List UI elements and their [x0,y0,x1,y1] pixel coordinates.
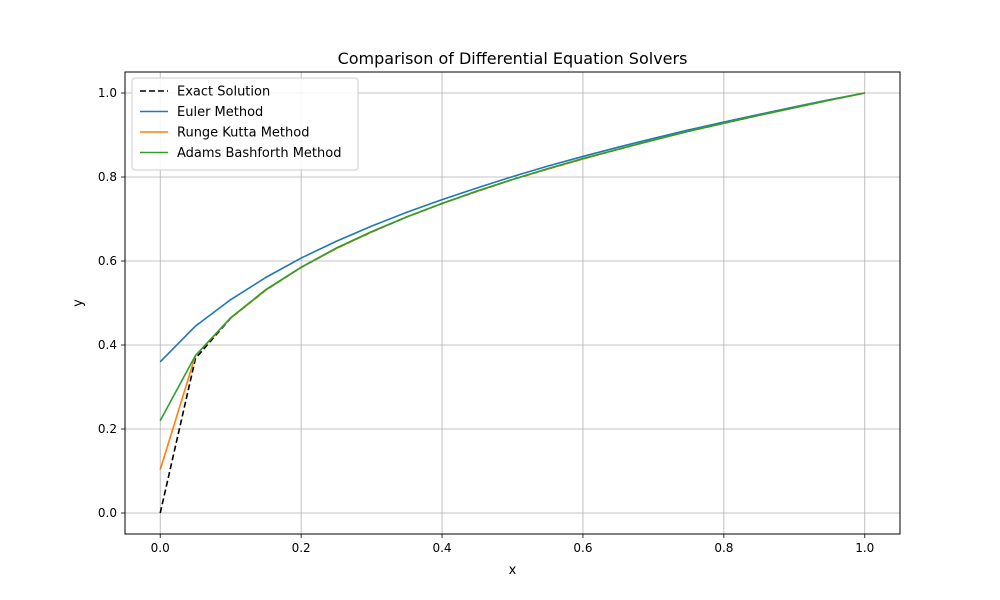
legend-label: Exact Solution [177,85,270,100]
legend-label: Runge Kutta Method [177,126,309,141]
x-tick-label: 0.8 [714,541,733,555]
x-tick-label: 0.6 [573,541,592,555]
x-tick-label: 1.0 [855,541,874,555]
y-tick-label: 0.8 [98,170,117,184]
y-tick-label: 0.6 [98,254,117,268]
x-tick-label: 0.2 [292,541,311,555]
y-tick-label: 0.0 [98,506,117,520]
plot-frame [124,71,901,535]
chart-title: Comparison of Differential Equation Solv… [338,49,688,68]
series-line-adams-bashforth-method [159,92,865,421]
y-tick-label: 1.0 [98,86,117,100]
y-tick-label: 0.4 [98,338,117,352]
series-lines [159,92,865,514]
y-axis-label: y [71,299,86,307]
x-tick-label: 0.0 [151,541,170,555]
legend: Exact Solution Euler Method Runge Kutta Me… [131,77,359,171]
legend-box [131,77,359,171]
x-axis-label: x [509,563,517,578]
series-line-euler-method [159,92,865,363]
legend-label: Adams Bashforth Method [177,146,341,161]
y-tick-label: 0.2 [98,422,117,436]
axis-ticks: 0.0 0.2 0.4 0.6 0.8 1.0 0.0 0.2 0.4 0.6 0.8 1.0 [98,86,874,555]
legend-label: Euler Method [177,105,263,120]
x-tick-label: 0.4 [432,541,451,555]
